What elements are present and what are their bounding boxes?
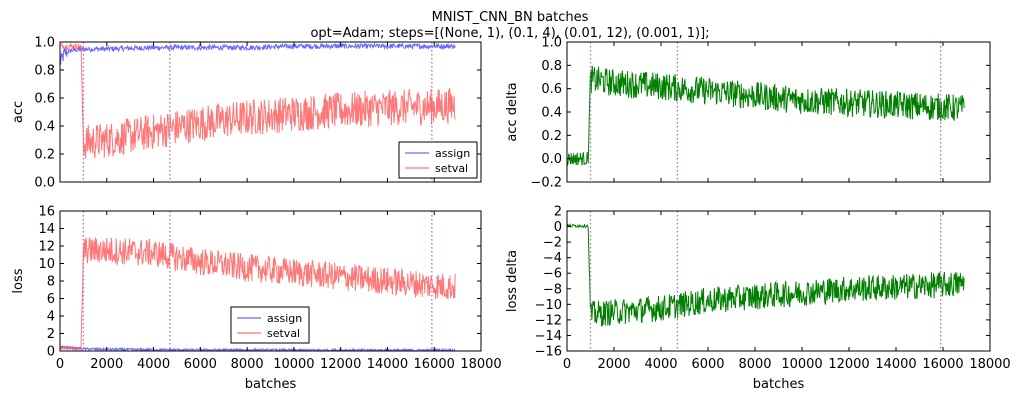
x-tick-label: 12000: [320, 357, 361, 372]
y-tick-label: −8: [543, 282, 562, 297]
axes-frame: [59, 41, 482, 183]
y-tick-label: 0.2: [34, 148, 55, 163]
y-tick-label: 0.4: [541, 106, 562, 121]
series-line-delta: [567, 65, 965, 167]
y-tick-label: 16: [38, 205, 55, 220]
y-tick-label: 14: [38, 222, 55, 237]
y-tick-label: −16: [535, 345, 562, 360]
y-tick-label: 8: [47, 275, 55, 290]
series-line-setval: [60, 42, 456, 160]
y-tick-label: 6: [47, 292, 55, 307]
legend-box: [398, 141, 478, 179]
series-line-delta: [567, 222, 965, 327]
legend-box: [230, 306, 310, 344]
y-tick-label: 0.4: [34, 120, 55, 135]
series-line-assign: [60, 344, 456, 351]
y-tick-label: 0: [47, 345, 55, 360]
y-axis-label: acc delta: [505, 82, 520, 141]
figure-title-line1: MNIST_CNN_BN batches: [432, 10, 589, 25]
y-axis-label: loss delta: [505, 250, 520, 312]
y-tick-label: 0.0: [34, 176, 55, 191]
x-tick-label: 18000: [969, 357, 1010, 372]
y-tick-label: 2: [554, 205, 562, 220]
subplot-acc-delta: −0.2 0.0 0.2 0.4 0.6 0.8 1.0 acc delta: [505, 36, 991, 191]
x-tick-label: 2000: [597, 357, 630, 372]
y-tick-label: −4: [543, 251, 562, 266]
x-tick-label: 8000: [738, 357, 771, 372]
y-tick-label: 4: [47, 310, 55, 325]
y-tick-label: 0.8: [541, 59, 562, 74]
y-axis-label: acc: [11, 101, 26, 123]
y-tick-label: −2: [543, 236, 562, 251]
x-tick-label: 16000: [922, 357, 963, 372]
y-tick-label: 1.0: [34, 36, 55, 51]
legend-label-setval: setval: [267, 327, 300, 340]
subplot-acc: 0.0 0.2 0.4 0.6 0.8 1.0 acc assign setval: [11, 36, 482, 191]
x-tick-label: 8000: [231, 357, 264, 372]
x-tick-label: 14000: [367, 357, 408, 372]
y-tick-label: 12: [38, 240, 55, 255]
x-tick-label: 16000: [414, 357, 455, 372]
y-tick-label: 0.8: [34, 64, 55, 79]
series-line-setval: [60, 237, 456, 351]
y-tick-label: −12: [535, 313, 562, 328]
y-tick-label: 2: [47, 327, 55, 342]
y-axis-label: loss: [11, 268, 26, 293]
x-tick-label: 6000: [691, 357, 724, 372]
legend-label-assign: assign: [267, 312, 302, 325]
y-tick-label: 1.0: [541, 36, 562, 51]
x-tick-label: 4000: [137, 357, 170, 372]
legend-label-setval: setval: [435, 162, 468, 175]
axes-frame: [566, 210, 991, 352]
series-line-assign: [60, 42, 456, 65]
x-tick-label: 0: [563, 357, 571, 372]
y-tick-label: −10: [535, 298, 562, 313]
y-tick-label: 0.6: [34, 92, 55, 107]
x-tick-label: 6000: [184, 357, 217, 372]
y-tick-label: 10: [38, 257, 55, 272]
x-tick-label: 14000: [875, 357, 916, 372]
y-tick-label: 0.0: [541, 152, 562, 167]
y-tick-label: −14: [535, 329, 562, 344]
x-axis-label: batches: [753, 377, 805, 392]
subplots: 0.0 0.2 0.4 0.6 0.8 1.0 acc assign setval −0.2 0.0…: [11, 36, 1011, 393]
legend: assign setval: [398, 141, 478, 179]
x-tick-label: 18000: [460, 357, 501, 372]
x-tick-label: 10000: [781, 357, 822, 372]
x-axis-label: batches: [245, 377, 297, 392]
x-tick-label: 0: [56, 357, 64, 372]
legend: assign setval: [230, 306, 310, 344]
x-tick-label: 2000: [90, 357, 123, 372]
plot-area: [567, 211, 965, 351]
x-tick-label: 4000: [644, 357, 677, 372]
plot-area: [60, 42, 456, 182]
legend-label-assign: assign: [435, 147, 470, 160]
y-tick-label: 0.2: [541, 129, 562, 144]
y-tick-label: −6: [543, 267, 562, 282]
y-tick-label: 0.6: [541, 82, 562, 97]
figure-title-line2: opt=Adam; steps=[(None, 1), (0.1, 4), (0…: [310, 26, 709, 41]
plot-area: [567, 42, 965, 182]
y-tick-label: 0: [554, 220, 562, 235]
y-tick-label: −0.2: [530, 176, 562, 191]
x-tick-label: 12000: [828, 357, 869, 372]
x-tick-label: 10000: [273, 357, 314, 372]
